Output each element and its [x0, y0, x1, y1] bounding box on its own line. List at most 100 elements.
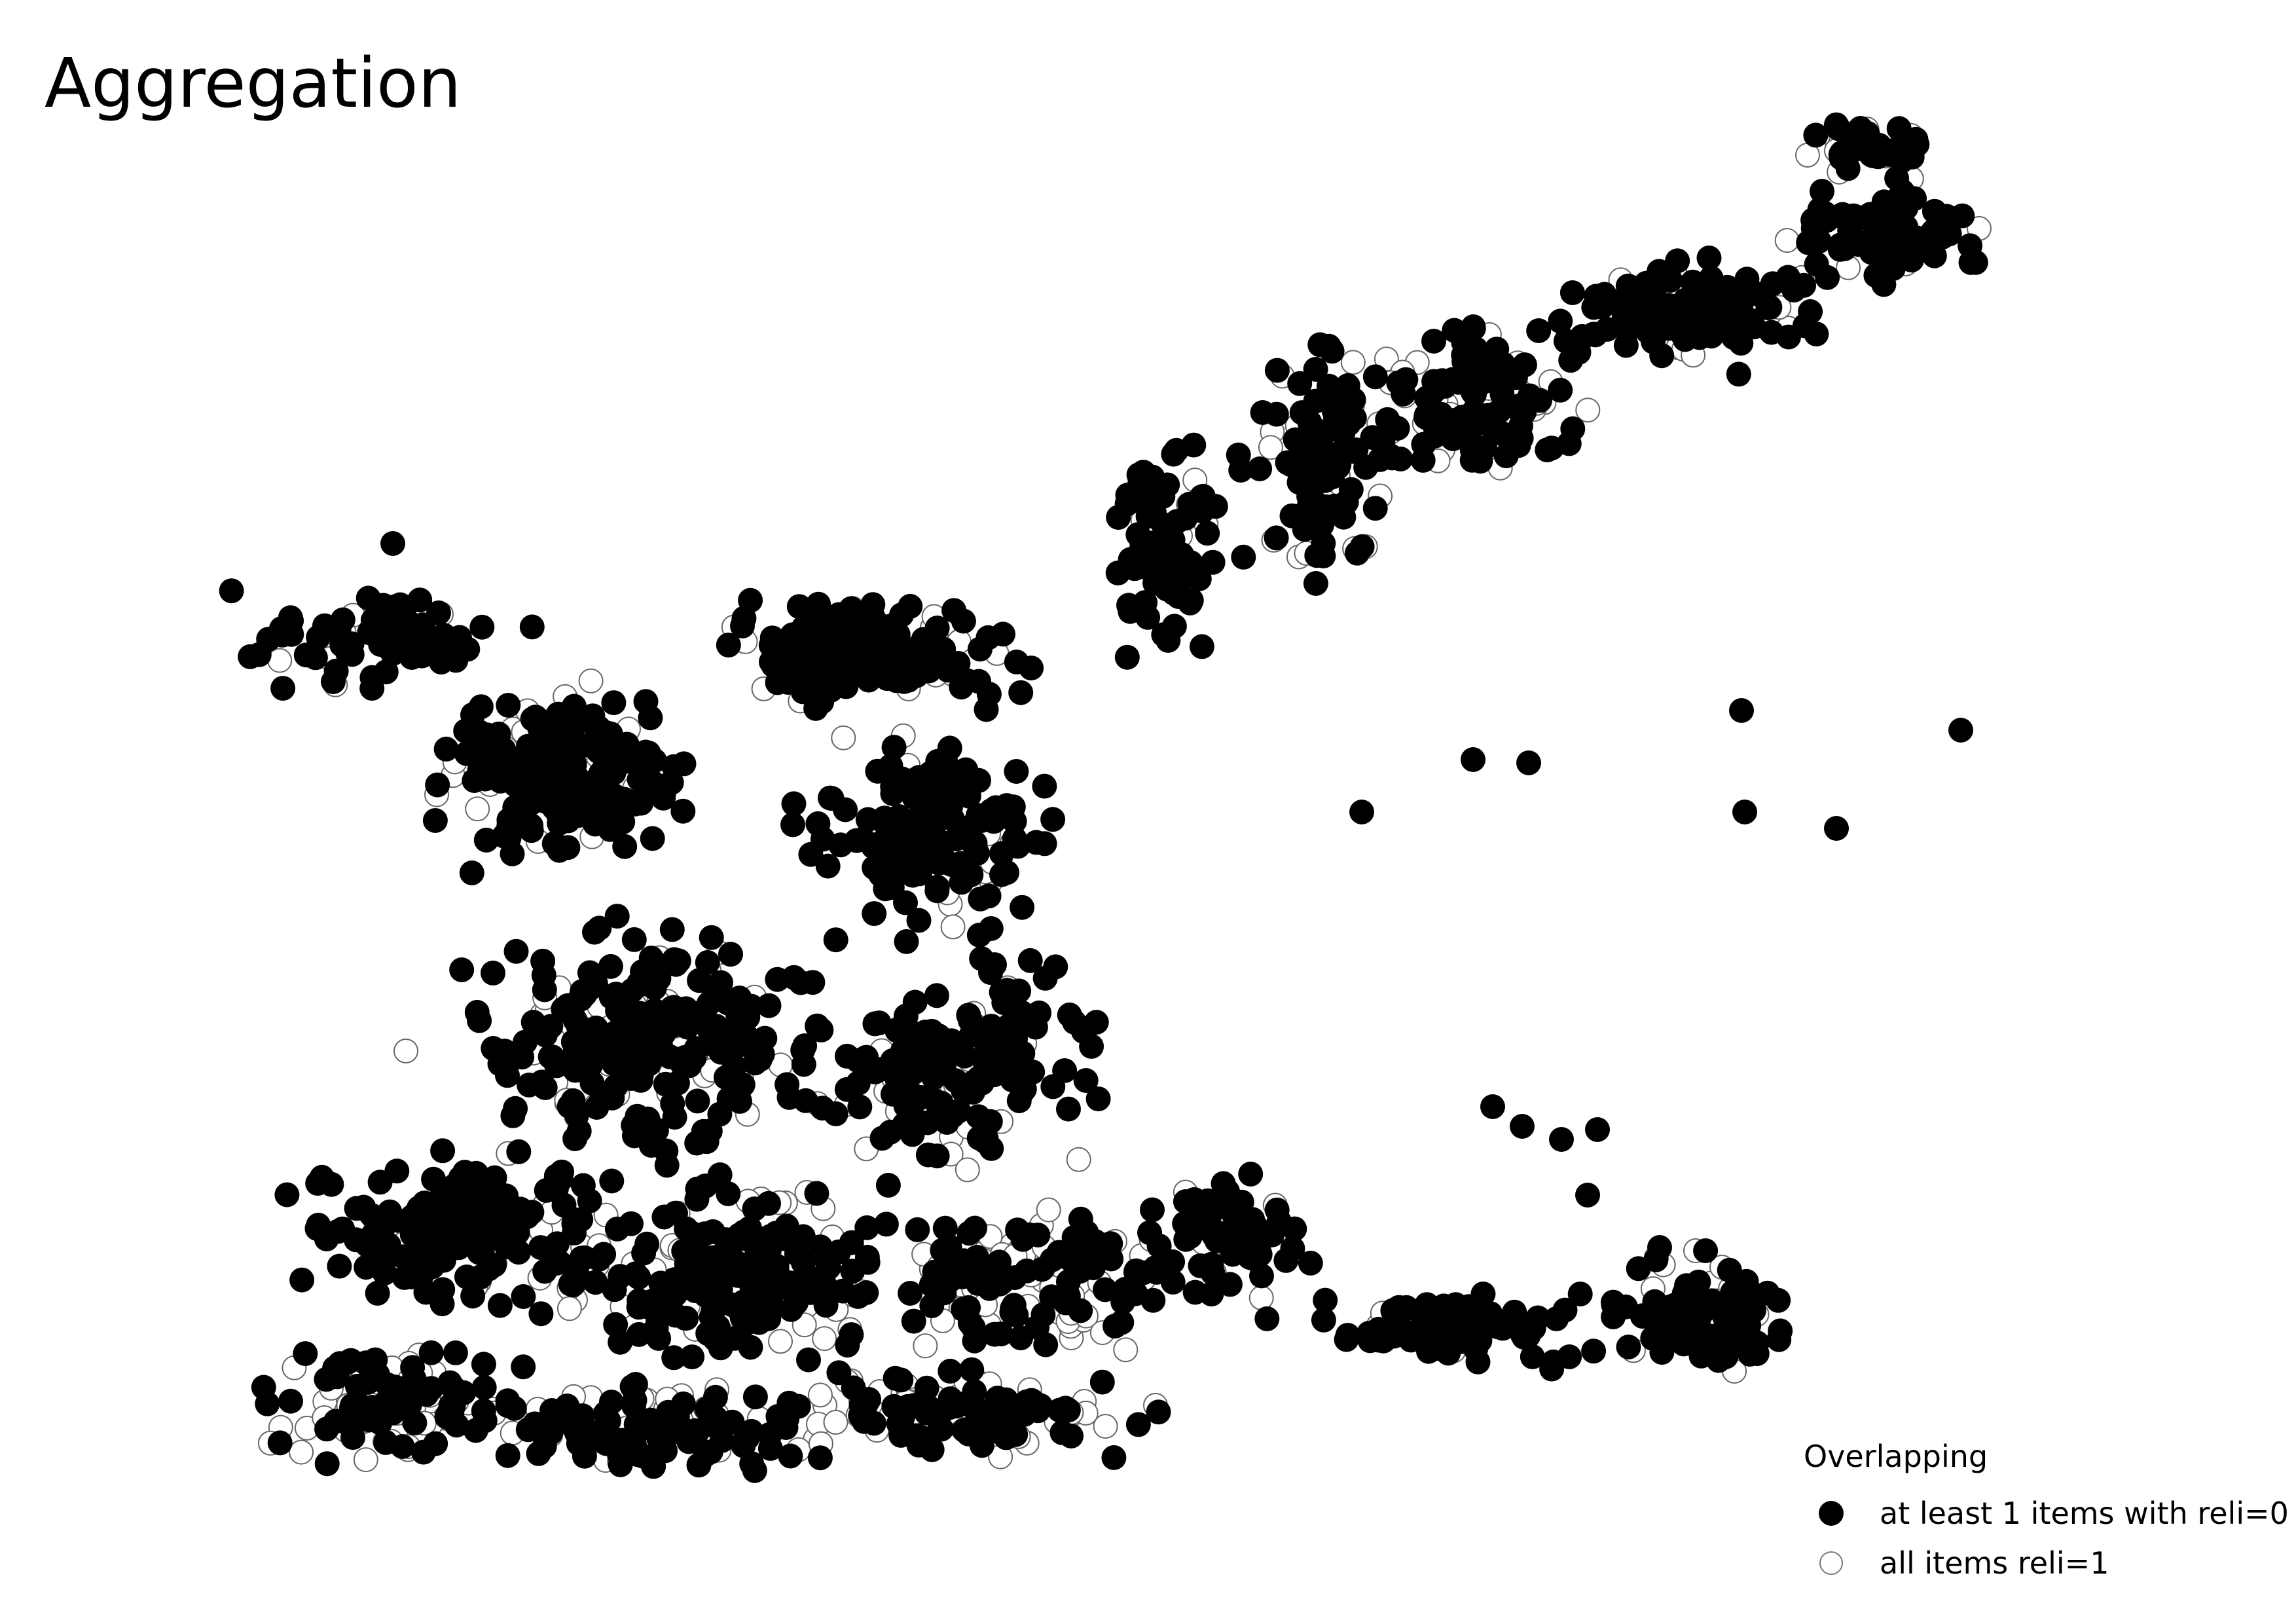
filled-point — [1161, 441, 1186, 467]
open-circle-icon — [1819, 1551, 1843, 1575]
filled-point — [433, 1211, 458, 1237]
filled-point — [1226, 442, 1251, 468]
filled-point — [355, 585, 381, 611]
filled-point — [1512, 352, 1537, 378]
filled-point — [506, 1139, 532, 1164]
filled-point — [601, 690, 627, 716]
filled-point — [460, 1283, 486, 1309]
filled-point — [938, 1358, 963, 1384]
legend-item-open: all items reli=1 — [1804, 1538, 2289, 1588]
filled-point — [1693, 1238, 1719, 1263]
filled-point — [1000, 1067, 1025, 1093]
filled-point — [653, 1438, 678, 1464]
filled-point — [492, 823, 517, 849]
filled-point — [607, 1022, 632, 1048]
filled-point — [1696, 245, 1722, 270]
filled-point — [539, 1044, 565, 1070]
filled-point — [619, 1374, 645, 1399]
filled-point — [898, 593, 923, 619]
filled-point — [1682, 301, 1707, 327]
filled-point — [321, 669, 346, 694]
filled-point — [804, 1181, 829, 1206]
filled-point — [957, 1310, 983, 1336]
filled-point — [758, 633, 784, 658]
filled-point — [344, 1196, 369, 1221]
filled-point — [449, 957, 475, 982]
filled-point — [468, 694, 494, 720]
filled-point — [893, 1003, 919, 1029]
filled-point — [966, 1065, 991, 1091]
filled-point — [727, 1223, 752, 1248]
filled-point — [1264, 358, 1290, 383]
filled-point — [862, 1011, 888, 1037]
filled-point — [529, 756, 555, 781]
filled-point — [1520, 1344, 1545, 1369]
filled-point — [1448, 1329, 1474, 1354]
filled-point — [405, 1226, 429, 1251]
filled-point — [1755, 1280, 1780, 1306]
filled-point — [367, 1170, 393, 1195]
filled-point — [1549, 1127, 1574, 1152]
filled-point — [481, 960, 505, 986]
filled-point — [701, 1245, 726, 1270]
filled-point — [1178, 550, 1203, 576]
filled-point — [1386, 370, 1412, 396]
legend-label-open: all items reli=1 — [1880, 1545, 2109, 1581]
filled-point — [1556, 431, 1582, 456]
filled-point — [1656, 293, 1681, 318]
filled-point — [901, 1308, 926, 1334]
filled-point — [1144, 1259, 1169, 1285]
filled-point — [519, 1200, 545, 1225]
filled-point — [693, 1282, 718, 1308]
filled-point — [633, 689, 659, 714]
filled-point — [1421, 329, 1446, 354]
filled-point — [1832, 236, 1857, 261]
filled-point — [495, 1443, 520, 1468]
filled-point — [1254, 1306, 1280, 1331]
filled-point — [454, 1264, 479, 1289]
filled-point — [425, 772, 450, 798]
filled-point — [359, 676, 385, 701]
filled-point — [1247, 456, 1273, 481]
filled-point — [1440, 367, 1465, 392]
filled-point — [1824, 816, 1849, 841]
filled-point — [1137, 1220, 1162, 1246]
filled-point — [839, 1322, 864, 1348]
filled-point — [621, 927, 647, 952]
open-point — [556, 1296, 582, 1321]
filled-point — [467, 719, 492, 745]
filled-point — [989, 862, 1014, 887]
filled-point — [1716, 292, 1741, 318]
filled-point — [513, 1029, 538, 1055]
filled-point — [765, 967, 790, 992]
filled-point — [906, 908, 932, 933]
filled-point — [1744, 1341, 1770, 1367]
filled-point — [833, 797, 858, 822]
filled-point — [695, 1321, 721, 1346]
filled-point — [1548, 308, 1573, 334]
filled-point — [344, 1373, 370, 1399]
filled-point — [1264, 525, 1289, 551]
open-point — [1036, 1197, 1061, 1223]
open-point — [913, 1333, 938, 1359]
filled-point — [1023, 1014, 1048, 1040]
filled-point — [1019, 655, 1044, 681]
filled-point — [426, 600, 451, 625]
filled-point — [1303, 357, 1328, 382]
filled-point — [903, 1086, 928, 1112]
filled-point — [1810, 179, 1834, 204]
filled-point — [603, 1074, 629, 1099]
filled-point — [1889, 179, 1915, 204]
filled-point — [1331, 504, 1357, 530]
filled-point — [1468, 407, 1493, 432]
filled-point — [885, 622, 911, 648]
filled-point — [1480, 1094, 1505, 1119]
filled-point — [519, 818, 544, 843]
filled-point — [699, 925, 724, 950]
filled-point — [1548, 377, 1573, 403]
filled-point — [626, 1264, 651, 1290]
filled-point — [1303, 388, 1328, 414]
filled-point — [306, 1212, 331, 1238]
filled-point — [924, 983, 949, 1008]
filled-point — [1287, 371, 1313, 396]
